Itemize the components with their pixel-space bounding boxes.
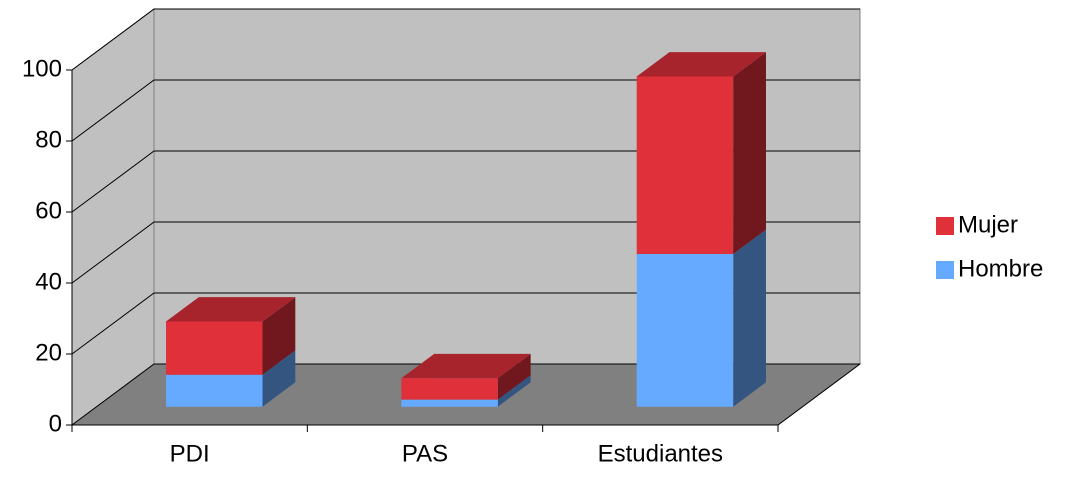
x-tick-label: PDI [170, 440, 210, 467]
bar [166, 321, 263, 375]
legend-swatch [936, 217, 954, 235]
bar-side [262, 297, 296, 375]
bar-side [497, 375, 531, 407]
bar-side [733, 229, 766, 407]
bar [166, 374, 263, 407]
left-wall [71, 8, 155, 426]
grid-line [71, 79, 860, 142]
legend-label: Hombre [958, 255, 1043, 282]
bar-side [497, 353, 531, 400]
bar-top [166, 297, 296, 322]
floor-edge [777, 363, 861, 426]
bar-side [262, 350, 296, 407]
bar [636, 76, 734, 255]
bar [636, 254, 734, 407]
grid-line [71, 8, 860, 71]
grid-line [71, 221, 860, 284]
grid-line [71, 363, 860, 426]
grid-line [71, 292, 860, 355]
legend-swatch [936, 261, 954, 279]
y-tick-label: 80 [35, 126, 62, 153]
x-tick-label: Estudiantes [598, 440, 723, 467]
bar [401, 399, 498, 407]
bar [401, 378, 498, 400]
legend-label: Mujer [958, 211, 1018, 238]
bar-side [733, 52, 766, 255]
y-tick-label: 40 [35, 268, 62, 295]
bar-top [636, 52, 766, 77]
y-tick-label: 60 [35, 197, 62, 224]
y-tick-label: 20 [35, 339, 62, 366]
y-tick-label: 100 [22, 55, 62, 82]
bar-top [401, 353, 531, 379]
y-tick-label: 0 [49, 410, 62, 437]
x-tick-label: PAS [402, 440, 448, 467]
grid-line [71, 150, 860, 213]
